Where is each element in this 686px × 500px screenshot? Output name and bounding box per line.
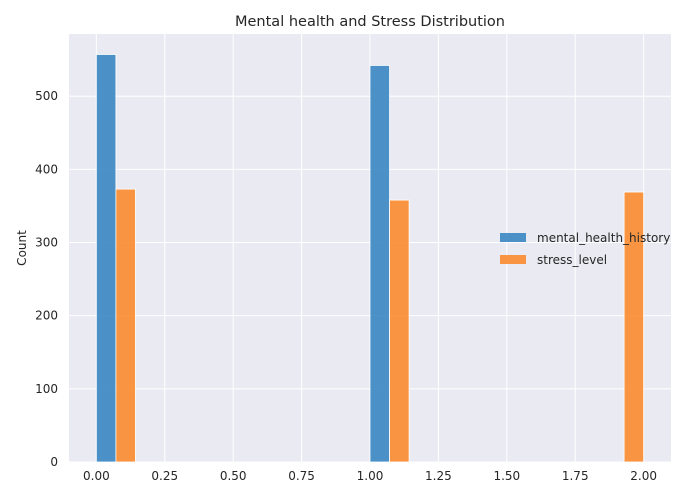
y-axis-ticks: 0 100 200 300 400 500 bbox=[35, 89, 58, 469]
y-tick-label: 300 bbox=[35, 236, 58, 250]
x-tick-label: 2.00 bbox=[630, 469, 657, 483]
y-tick-label: 400 bbox=[35, 162, 58, 176]
y-tick-label: 500 bbox=[35, 89, 58, 103]
x-tick-label: 0.25 bbox=[151, 469, 178, 483]
bars-group bbox=[95, 54, 645, 463]
bar-mental-health-history bbox=[369, 65, 390, 463]
y-tick-label: 0 bbox=[50, 455, 58, 469]
x-axis-ticks: 0.00 0.25 0.50 0.75 1.00 1.25 1.50 1.75 2.00 bbox=[83, 469, 657, 483]
bar-stress-level bbox=[389, 199, 410, 463]
x-tick-label: 1.50 bbox=[493, 469, 520, 483]
chart-title: Mental health and Stress Distribution bbox=[235, 14, 505, 30]
legend-label: stress_level bbox=[537, 253, 607, 267]
x-tick-label: 1.75 bbox=[562, 469, 589, 483]
y-tick-label: 100 bbox=[35, 382, 58, 396]
x-tick-label: 0.75 bbox=[288, 469, 315, 483]
legend-swatch bbox=[500, 233, 526, 242]
y-tick-label: 200 bbox=[35, 309, 58, 323]
x-tick-label: 1.00 bbox=[357, 469, 384, 483]
legend-swatch bbox=[500, 255, 526, 264]
y-axis-label: Count bbox=[15, 230, 29, 266]
x-tick-label: 0.00 bbox=[83, 469, 110, 483]
bar-stress-level bbox=[623, 191, 645, 463]
bar-stress-level bbox=[115, 188, 136, 463]
x-tick-label: 1.25 bbox=[425, 469, 452, 483]
x-tick-label: 0.50 bbox=[220, 469, 247, 483]
bar-mental-health-history bbox=[95, 54, 117, 463]
legend-label: mental_health_history bbox=[537, 231, 670, 245]
legend: mental_health_history stress_level bbox=[500, 231, 670, 267]
